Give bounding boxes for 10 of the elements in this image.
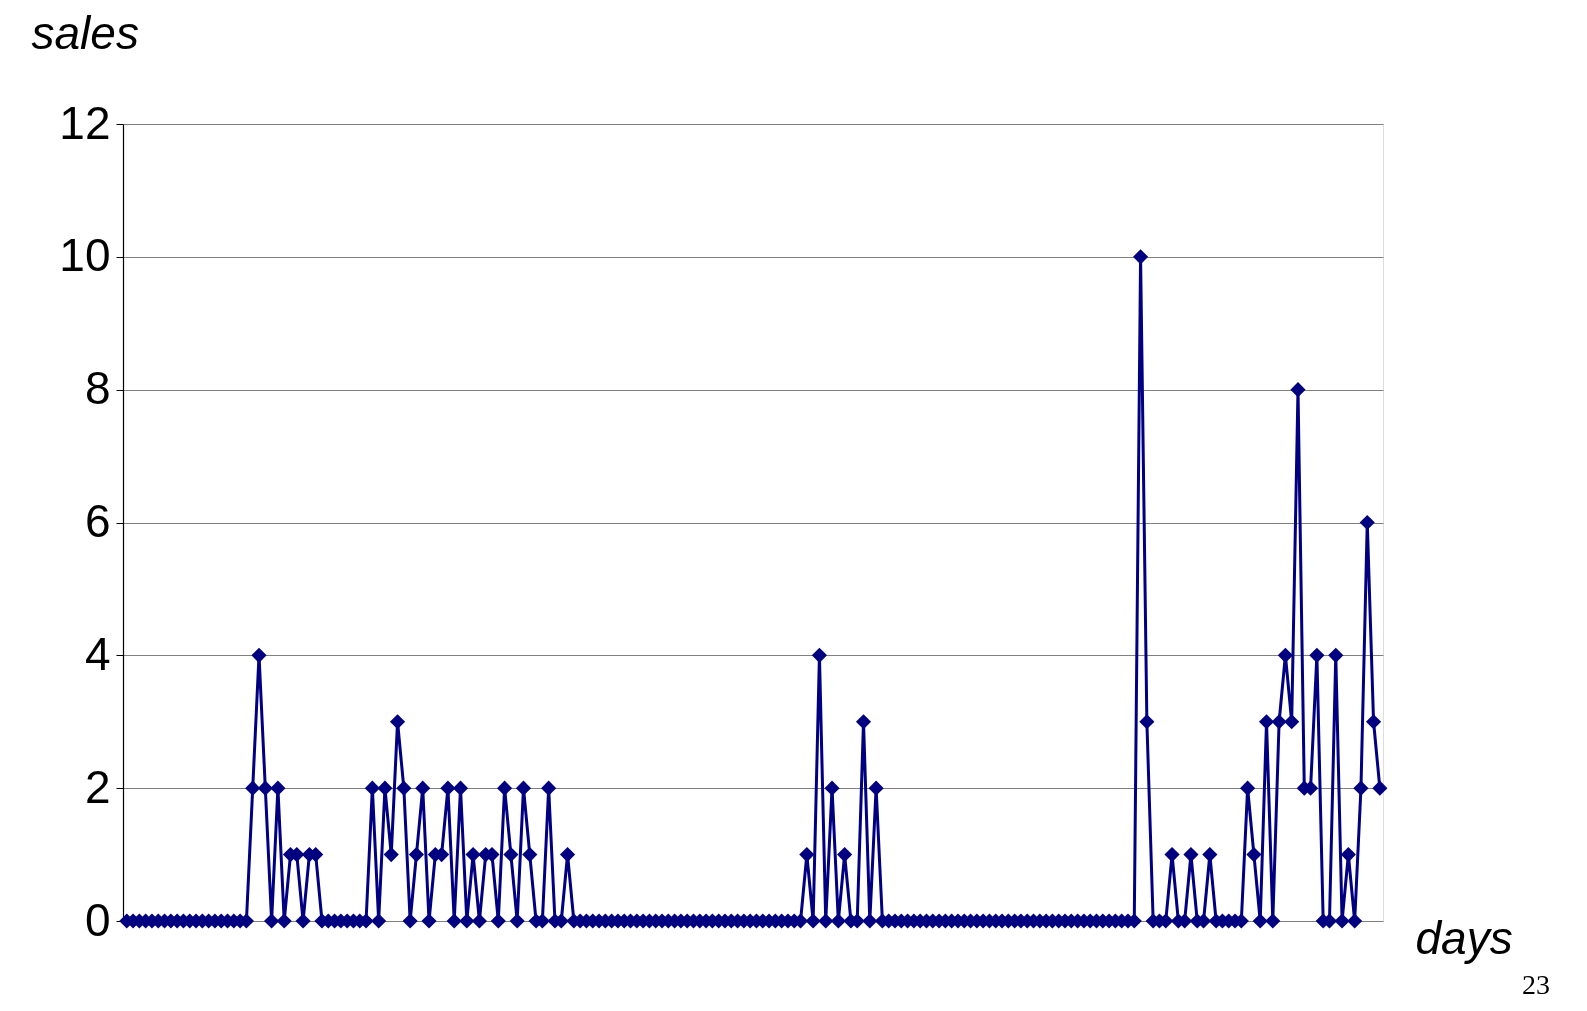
y-tick-label: 6 (84, 495, 111, 547)
text: 23 (1522, 969, 1550, 1000)
y-axis-title: sales (31, 6, 139, 59)
y-tick-label: 2 (84, 760, 111, 813)
x-axis-title: days (1415, 911, 1513, 964)
y-tick-label: 8 (84, 362, 111, 415)
y-tick-label: 10 (59, 229, 111, 282)
y-tick-label: 4 (84, 627, 111, 680)
y-tick-label: 0 (84, 893, 111, 946)
y-tick-label: 12 (59, 96, 111, 149)
